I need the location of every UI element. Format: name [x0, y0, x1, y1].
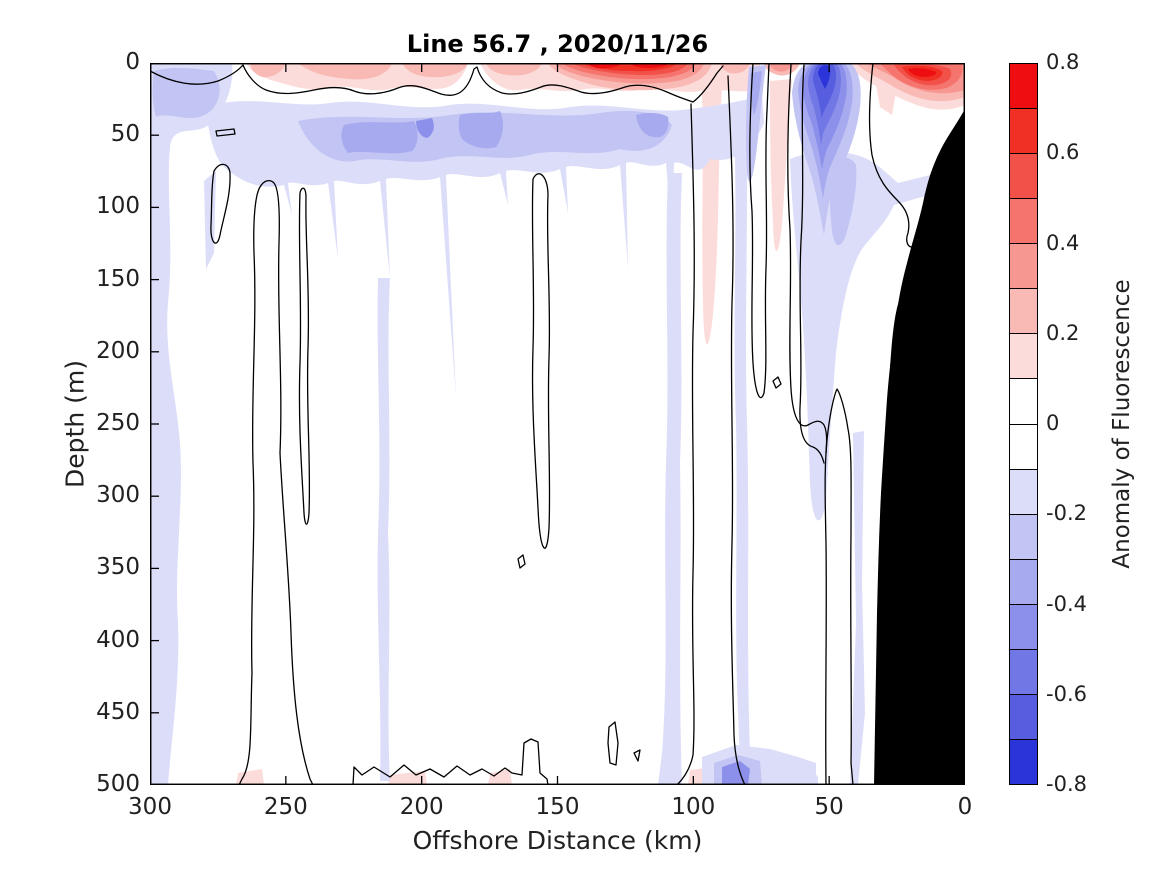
colorbar-tick-label: 0	[1046, 411, 1060, 435]
colorbar-tick-label: 0.2	[1046, 320, 1080, 345]
plot-area-svg	[150, 63, 965, 785]
colorbar-segment	[1010, 244, 1037, 290]
x-tick-label: 0	[957, 794, 973, 820]
x-tick-label: 150	[535, 794, 580, 820]
y-axis-label: Depth (m)	[60, 360, 90, 488]
y-tick-label: 300	[96, 482, 140, 509]
x-tick-label: 200	[399, 794, 444, 820]
x-tick-label: 50	[814, 794, 844, 820]
y-tick-label: 350	[96, 554, 140, 581]
colorbar-segment	[1010, 424, 1037, 470]
y-tick-label: 100	[96, 193, 140, 220]
colorbar-tick-label: -0.4	[1046, 591, 1087, 616]
x-axis-label: Offshore Distance (km)	[412, 826, 703, 855]
colorbar-tick-label: 0.8	[1046, 50, 1080, 74]
colorbar-segment	[1010, 694, 1037, 740]
chart-title: Line 56.7 , 2020/11/26	[406, 30, 709, 58]
y-tick-label: 200	[96, 337, 140, 364]
colorbar-segment	[1010, 154, 1037, 200]
colorbar-segment	[1010, 379, 1037, 425]
y-tick-label: 400	[96, 626, 140, 653]
x-tick-label: 100	[671, 794, 716, 820]
colorbar-tick-label: 0.6	[1046, 140, 1080, 165]
colorbar-segment	[1010, 64, 1037, 110]
colorbar-segment	[1010, 289, 1037, 335]
y-tick-label: 150	[96, 265, 140, 292]
x-tick-label: 250	[263, 794, 308, 820]
y-tick-label: 50	[110, 121, 140, 148]
colorbar-segment	[1010, 739, 1037, 784]
colorbar-segment	[1010, 514, 1037, 560]
colorbar-segment	[1010, 559, 1037, 605]
colorbar-tick-label: -0.6	[1046, 681, 1087, 706]
colorbar-label: Anomaly of Fluorescence	[1109, 279, 1135, 569]
colorbar-tick-label: 0.4	[1046, 230, 1080, 255]
colorbar-tick-label: -0.8	[1046, 772, 1087, 796]
colorbar-segment	[1010, 334, 1037, 380]
y-tick-label: 500	[96, 771, 140, 797]
y-tick-label: 0	[125, 49, 140, 75]
colorbar-segment	[1010, 649, 1037, 695]
colorbar	[1009, 63, 1038, 785]
x-tick-label: 300	[128, 794, 172, 820]
colorbar-tick-label: -0.2	[1046, 501, 1087, 526]
colorbar-segment	[1010, 604, 1037, 650]
colorbar-segment	[1010, 109, 1037, 155]
y-tick-label: 250	[96, 410, 140, 436]
colorbar-segment	[1010, 199, 1037, 245]
colorbar-segment	[1010, 469, 1037, 515]
y-tick-label: 450	[96, 698, 140, 725]
